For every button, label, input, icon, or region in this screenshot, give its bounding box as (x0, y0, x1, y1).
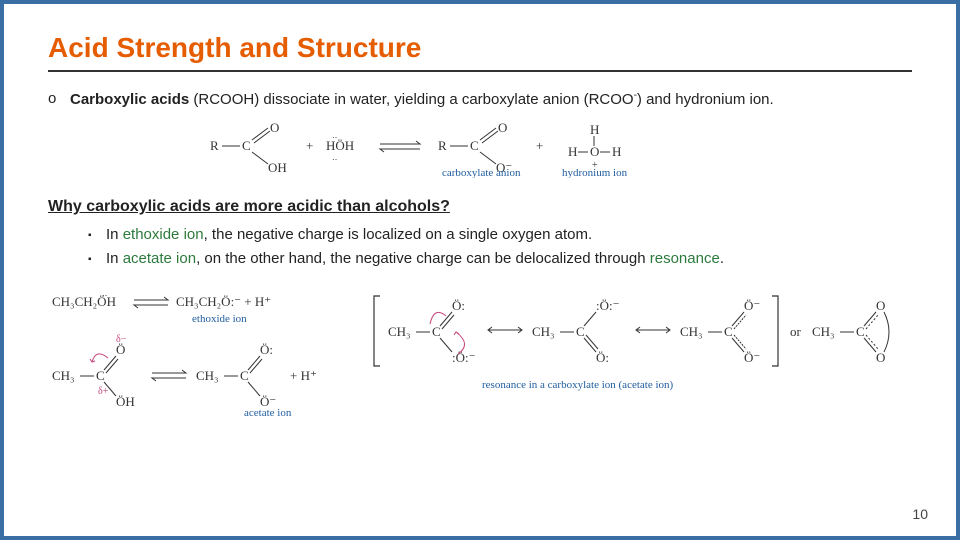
main-bullet: o Carboxylic acids (RCOOH) dissociate in… (48, 90, 912, 108)
sub-bullet: ▪ In ethoxide ion, the negative charge i… (88, 226, 912, 246)
svg-text:δ+: δ+ (98, 386, 109, 397)
svg-text:or: or (790, 324, 802, 339)
bullet-text: Carboxylic acids (RCOOH) dissociate in w… (70, 90, 774, 108)
svg-text:Ö:: Ö: (260, 342, 273, 357)
square-marker: ▪ (88, 226, 106, 246)
svg-text:C: C (724, 324, 733, 339)
svg-text:O: O (498, 122, 507, 135)
bullet-marker: o (48, 90, 70, 107)
svg-text:C: C (470, 138, 479, 153)
svg-text:ÖH: ÖH (116, 394, 135, 409)
left-reactions-diagram: CH₃CH₂ÖH ‥ CH₃CH₂Ö:⁻ + H⁺ ethoxide ion C… (48, 288, 348, 422)
svg-text:δ−: δ− (116, 334, 127, 345)
svg-text:O: O (876, 350, 885, 365)
subheading: Why carboxylic acids are more acidic tha… (48, 198, 912, 216)
svg-text::Ö:⁻: :Ö:⁻ (596, 298, 619, 313)
svg-text:O: O (590, 144, 599, 159)
page-number: 10 (912, 506, 928, 522)
svg-text:H: H (590, 122, 599, 137)
svg-text:CH₃: CH₃ (812, 324, 835, 339)
svg-text:Ö⁻: Ö⁻ (744, 298, 760, 313)
svg-text:OH: OH (268, 160, 287, 175)
svg-text:C: C (576, 324, 585, 339)
svg-text:CH₃: CH₃ (388, 324, 411, 339)
svg-text:Ö⁻: Ö⁻ (744, 350, 760, 365)
svg-text:Ö:: Ö: (596, 350, 609, 365)
dissociation-diagram: R C O OH + HÖH ‥ ‥ R C O O⁻ (210, 122, 750, 178)
svg-text:acetate ion: acetate ion (244, 407, 292, 418)
svg-text:+: + (536, 138, 543, 153)
svg-text:+: + (306, 138, 313, 153)
svg-text:hydronium ion: hydronium ion (562, 167, 628, 178)
svg-text:H: H (568, 144, 577, 159)
svg-text:CH₃: CH₃ (52, 368, 75, 383)
svg-text:CH₃CH₂Ö:⁻ + H⁺: CH₃CH₂Ö:⁻ + H⁺ (176, 294, 271, 309)
svg-text:+ H⁺: + H⁺ (290, 368, 317, 383)
svg-text:O: O (876, 298, 885, 313)
svg-text:CH₃: CH₃ (532, 324, 555, 339)
svg-text:CH₃: CH₃ (196, 368, 219, 383)
sub-bullet-list: ▪ In ethoxide ion, the negative charge i… (48, 226, 912, 270)
svg-text:O: O (270, 122, 279, 135)
svg-text:carboxylate anion: carboxylate anion (442, 167, 521, 178)
diagram-row: CH₃CH₂ÖH ‥ CH₃CH₂Ö:⁻ + H⁺ ethoxide ion C… (48, 288, 912, 422)
svg-text:HÖH: HÖH (326, 138, 354, 153)
svg-text:CH₃: CH₃ (680, 324, 703, 339)
svg-text:resonance in a carboxylate ion: resonance in a carboxylate ion (acetate … (482, 379, 674, 391)
svg-text:C: C (240, 368, 249, 383)
svg-text::Ö:⁻: :Ö:⁻ (452, 350, 475, 365)
svg-text:C: C (242, 138, 251, 153)
svg-text:Ö:: Ö: (452, 298, 465, 313)
title-underline (48, 70, 912, 72)
svg-text:R: R (438, 138, 447, 153)
svg-text:–: – (891, 328, 892, 339)
svg-text:‥: ‥ (102, 289, 107, 298)
svg-text:C: C (432, 324, 441, 339)
square-marker: ▪ (88, 250, 106, 270)
slide-title: Acid Strength and Structure (48, 32, 912, 64)
svg-text:H: H (612, 144, 621, 159)
svg-text:C: C (856, 324, 865, 339)
svg-text:‥: ‥ (332, 131, 337, 140)
sub-bullet: ▪ In acetate ion, on the other hand, the… (88, 250, 912, 270)
slide-content: Acid Strength and Structure o Carboxylic… (4, 4, 956, 442)
svg-text:ethoxide ion: ethoxide ion (192, 313, 247, 325)
resonance-diagram: CH₃ C Ö: :Ö:⁻ CH₃ C :Ö:⁻ (372, 288, 912, 402)
svg-text:C: C (96, 368, 105, 383)
svg-text:‥: ‥ (332, 153, 337, 162)
svg-text:R: R (210, 138, 219, 153)
